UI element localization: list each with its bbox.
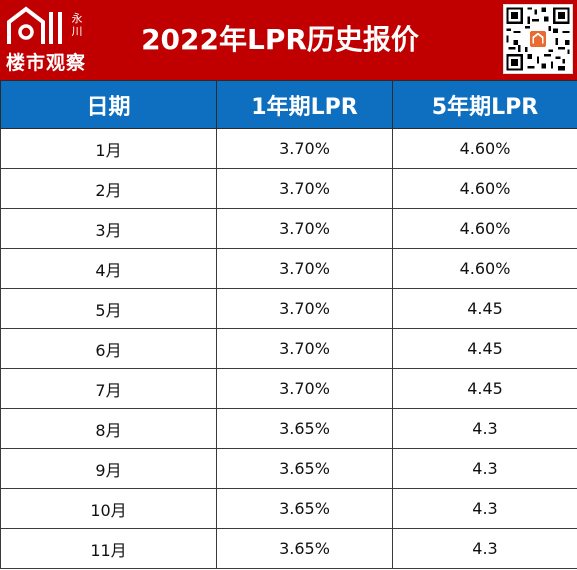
cell-5y-lpr: 4.60%	[392, 128, 577, 169]
cell-5y-lpr: 4.3	[392, 488, 577, 529]
cell-5y-lpr: 4.60%	[392, 168, 577, 209]
cell-1y-lpr: 3.65%	[216, 488, 393, 529]
cell-5y-lpr: 4.3	[392, 408, 577, 449]
cell-1y-lpr: 3.70%	[216, 368, 393, 409]
table-row: 10月 3.65% 4.3	[0, 488, 577, 529]
cell-date: 10月	[0, 488, 217, 529]
cell-date: 9月	[0, 448, 217, 489]
cell-1y-lpr: 3.70%	[216, 288, 393, 329]
cell-date: 3月	[0, 208, 217, 249]
cell-1y-lpr: 3.65%	[216, 528, 393, 569]
table-row: 8月 3.65% 4.3	[0, 408, 577, 449]
column-header-5y-lpr: 5年期LPR	[392, 80, 577, 129]
cell-5y-lpr: 4.60%	[392, 208, 577, 249]
cell-1y-lpr: 3.70%	[216, 168, 393, 209]
table-row: 2月 3.70% 4.60%	[0, 168, 577, 209]
cell-date: 2月	[0, 168, 217, 209]
cell-date: 11月	[0, 528, 217, 569]
cell-5y-lpr: 4.3	[392, 448, 577, 489]
cell-1y-lpr: 3.70%	[216, 128, 393, 169]
table-row: 11月 3.65% 4.3	[0, 528, 577, 569]
cell-date: 4月	[0, 248, 217, 289]
column-header-date: 日期	[0, 80, 217, 129]
qr-code-icon	[504, 5, 572, 73]
cell-5y-lpr: 4.45	[392, 368, 577, 409]
table-row: 9月 3.65% 4.3	[0, 448, 577, 489]
cell-date: 8月	[0, 408, 217, 449]
cell-date: 7月	[0, 368, 217, 409]
table-row: 3月 3.70% 4.60%	[0, 208, 577, 249]
cell-1y-lpr: 3.70%	[216, 328, 393, 369]
logo-small-text: 永川	[71, 12, 83, 38]
cell-date: 5月	[0, 288, 217, 329]
table-row: 7月 3.70% 4.45	[0, 368, 577, 409]
table-row: 6月 3.70% 4.45	[0, 328, 577, 369]
table-header-row: 日期 1年期LPR 5年期LPR	[0, 80, 577, 129]
header-banner: 永川 楼市观察 2022年LPR历史报价	[0, 0, 577, 80]
column-header-1y-lpr: 1年期LPR	[216, 80, 393, 129]
cell-5y-lpr: 4.45	[392, 328, 577, 369]
logo: 永川 楼市观察	[6, 6, 94, 74]
logo-text: 楼市观察	[6, 52, 87, 74]
house-logo-icon	[7, 6, 62, 44]
table-row: 1月 3.70% 4.60%	[0, 128, 577, 169]
lpr-table: 日期 1年期LPR 5年期LPR 1月 3.70% 4.60% 2月 3.70%…	[0, 80, 577, 569]
cell-1y-lpr: 3.65%	[216, 448, 393, 489]
cell-1y-lpr: 3.70%	[216, 208, 393, 249]
cell-date: 1月	[0, 128, 217, 169]
table-row: 5月 3.70% 4.45	[0, 288, 577, 329]
cell-date: 6月	[0, 328, 217, 369]
qr-code	[503, 4, 573, 74]
cell-5y-lpr: 4.3	[392, 528, 577, 569]
table-row: 4月 3.70% 4.60%	[0, 248, 577, 289]
cell-1y-lpr: 3.65%	[216, 408, 393, 449]
cell-1y-lpr: 3.70%	[216, 248, 393, 289]
cell-5y-lpr: 4.45	[392, 288, 577, 329]
cell-5y-lpr: 4.60%	[392, 248, 577, 289]
page-title: 2022年LPR历史报价	[141, 23, 419, 56]
